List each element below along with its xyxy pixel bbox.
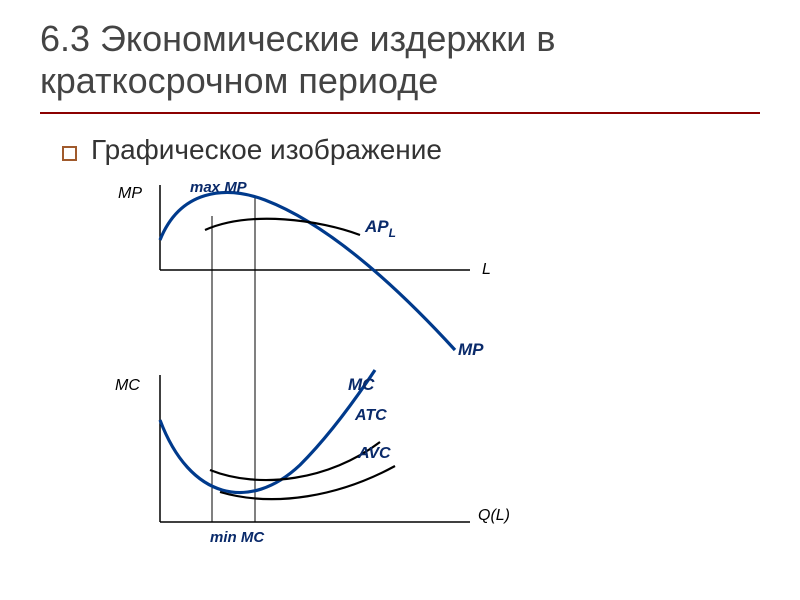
atc-curve-label: ATC xyxy=(354,407,387,424)
min-mc-label: min MC xyxy=(210,529,265,546)
mc-curve xyxy=(160,370,375,493)
bullet-icon xyxy=(62,146,77,161)
bottom-y-axis-label: MC xyxy=(115,377,140,394)
mp-curve-label: MP xyxy=(458,340,484,359)
slide: 6.3 Экономические издержки в краткосрочн… xyxy=(0,0,800,600)
avc-curve-label: AVC xyxy=(357,445,391,462)
chart-svg: MP L max MP APL MP MC Q(L) MC ATC AVC mi… xyxy=(100,180,660,560)
atc-curve xyxy=(210,442,380,480)
top-x-axis-label: L xyxy=(482,261,491,278)
ap-curve xyxy=(205,219,360,235)
title-underline xyxy=(40,112,760,114)
chart-area: MP L max MP APL MP MC Q(L) MC ATC AVC mi… xyxy=(100,180,660,560)
slide-title: 6.3 Экономические издержки в краткосрочн… xyxy=(40,18,760,103)
mc-curve-label: MC xyxy=(348,375,375,394)
subtitle-row: Графическое изображение xyxy=(62,134,442,166)
mp-curve xyxy=(160,193,455,350)
bottom-x-axis-label: Q(L) xyxy=(478,507,510,524)
apl-label: APL xyxy=(364,217,396,240)
subtitle-text: Графическое изображение xyxy=(91,134,442,166)
top-y-axis-label: MP xyxy=(118,185,142,202)
max-mp-label: max MP xyxy=(190,179,248,196)
avc-curve xyxy=(220,466,395,499)
